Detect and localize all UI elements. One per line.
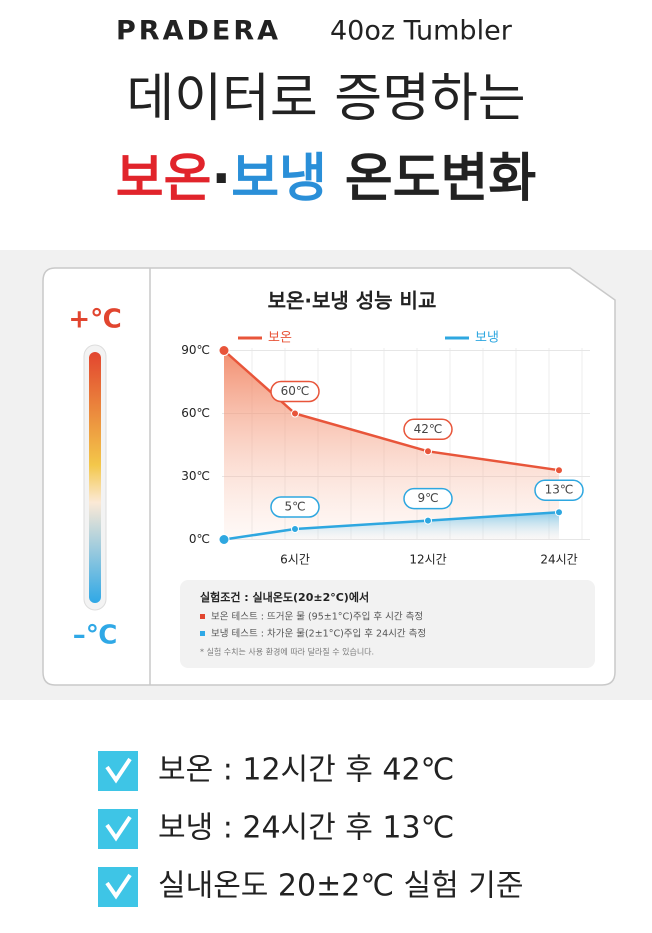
legend-label: 보냉 xyxy=(475,331,499,346)
y-tick-label: 30℃ xyxy=(181,469,210,483)
checklist: 보온 : 12시간 후 42℃ 보냉 : 24시간 후 13℃ 실내온도 20±2℃… xyxy=(98,751,524,907)
point xyxy=(291,525,299,533)
thermo-bottom: –℃ xyxy=(73,621,117,651)
value-label-bubble xyxy=(270,380,320,403)
check-mark xyxy=(105,873,132,900)
bullet-cold xyxy=(200,631,205,636)
subhead-rest: 온도변화 xyxy=(345,149,536,209)
point xyxy=(291,409,299,418)
check-text: 보냉 : 24시간 후 13℃ xyxy=(158,811,454,846)
area xyxy=(224,512,559,540)
value-label: 9℃ xyxy=(417,491,438,505)
subhead-hot: 보온 xyxy=(116,149,212,209)
value-label: 60℃ xyxy=(281,384,310,398)
product: 40oz Tumbler xyxy=(330,16,513,47)
thermo-fill xyxy=(89,352,101,603)
check-mark xyxy=(105,815,132,842)
value-label: 42℃ xyxy=(414,422,443,436)
y-tick-label: 90℃ xyxy=(181,343,210,357)
condition-item: 보냉 테스트 : 차가운 물(2±1°C)주입 후 24시간 측정 xyxy=(211,628,426,640)
point xyxy=(218,345,230,356)
line xyxy=(223,510,560,541)
check-icon xyxy=(98,809,138,849)
x-tick-label: 24시간 xyxy=(540,553,577,567)
condition-item: 보온 테스트 : 뜨거운 물 (95±1°C)주입 후 시간 측정 xyxy=(211,611,423,623)
conditions-note: * 실험 수치는 사용 환경에 따라 달라질 수 있습니다. xyxy=(200,647,374,657)
point xyxy=(555,508,563,517)
check-text: 실내온도 20±2℃ 실험 기준 xyxy=(158,869,524,904)
bullet-hot xyxy=(200,614,205,619)
point xyxy=(424,516,432,525)
point xyxy=(555,466,563,475)
subhead-dot: · xyxy=(211,149,231,209)
conditions-title: 실험조건 : 실내온도(20±2°C)에서 xyxy=(200,590,369,604)
thermo-top: +℃ xyxy=(68,305,121,335)
headline: 데이터로 증명하는 xyxy=(126,69,525,129)
y-tick-label: 60℃ xyxy=(181,406,210,420)
plot: 0℃ 30℃ 60℃ 90℃ 6시간 12시간 24시간 보온 60℃ 42℃ 보냉 5℃ 9℃ 13℃ xyxy=(181,331,590,567)
brand: PRADERA xyxy=(116,16,281,47)
y-tick-label: 0℃ xyxy=(189,532,210,546)
value-label: 13℃ xyxy=(545,483,574,497)
point xyxy=(424,447,432,456)
x-tick-label: 12시간 xyxy=(409,553,446,567)
check-mark xyxy=(105,757,132,784)
conditions-box xyxy=(180,580,595,668)
line xyxy=(223,349,560,472)
legend-label: 보온 xyxy=(268,331,292,346)
value-label: 5℃ xyxy=(284,500,305,514)
subhead: 보온·보냉 온도변화 xyxy=(116,149,537,209)
check-icon xyxy=(98,867,138,907)
point xyxy=(218,534,230,545)
value-label-bubble xyxy=(270,496,320,518)
check-text: 보온 : 12시간 후 42℃ xyxy=(158,753,454,788)
subhead-cold: 보냉 xyxy=(231,149,327,209)
value-label-bubble xyxy=(534,479,584,501)
value-label-bubble xyxy=(403,487,453,510)
x-tick-label: 6시간 xyxy=(280,553,310,567)
area xyxy=(224,350,559,540)
chart-title: 보온·보냉 성능 비교 xyxy=(268,289,437,313)
check-icon xyxy=(98,751,138,791)
value-label-bubble xyxy=(403,418,453,441)
